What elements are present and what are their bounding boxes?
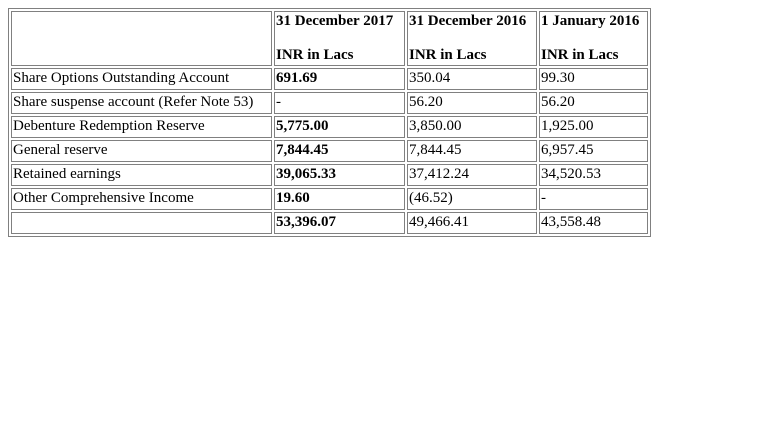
value-2016: 350.04	[407, 68, 537, 90]
header-date-2017: 31 December 2017	[276, 13, 394, 29]
header-cell-2016: 31 December 2016 INR in Lacs	[407, 11, 537, 66]
value-2017: 19.60	[274, 188, 405, 210]
value-2016: 56.20	[407, 92, 537, 114]
value-2017: 691.69	[274, 68, 405, 90]
value-2016-jan: -	[539, 188, 648, 210]
value-2016: 3,850.00	[407, 116, 537, 138]
header-unit-2016-jan: INR in Lacs	[541, 47, 619, 63]
table-row: Share suspense account (Refer Note 53) -…	[11, 92, 648, 114]
total-2017: 53,396.07	[274, 212, 405, 234]
header-unit-2016: INR in Lacs	[409, 47, 487, 63]
table-row: Retained earnings 39,065.33 37,412.24 34…	[11, 164, 648, 186]
table-row: Debenture Redemption Reserve 5,775.00 3,…	[11, 116, 648, 138]
value-2016: (46.52)	[407, 188, 537, 210]
header-cell-2016-jan: 1 January 2016 INR in Lacs	[539, 11, 648, 66]
table-row: Share Options Outstanding Account 691.69…	[11, 68, 648, 90]
header-date-2016-jan: 1 January 2016	[541, 13, 640, 29]
value-2016: 37,412.24	[407, 164, 537, 186]
header-date-2016: 31 December 2016	[409, 13, 527, 29]
value-2016-jan: 56.20	[539, 92, 648, 114]
value-2016-jan: 6,957.45	[539, 140, 648, 162]
row-label: Other Comprehensive Income	[11, 188, 272, 210]
reserves-table-container: 31 December 2017 INR in Lacs 31 December…	[8, 8, 651, 237]
table-row: General reserve 7,844.45 7,844.45 6,957.…	[11, 140, 648, 162]
row-label: Retained earnings	[11, 164, 272, 186]
row-label: General reserve	[11, 140, 272, 162]
reserves-table: 31 December 2017 INR in Lacs 31 December…	[8, 8, 651, 237]
header-cell-label	[11, 11, 272, 66]
table-row: Other Comprehensive Income 19.60 (46.52)…	[11, 188, 648, 210]
total-2016: 49,466.41	[407, 212, 537, 234]
total-row: 53,396.07 49,466.41 43,558.48	[11, 212, 648, 234]
row-label: Share Options Outstanding Account	[11, 68, 272, 90]
value-2017: 7,844.45	[274, 140, 405, 162]
value-2016-jan: 1,925.00	[539, 116, 648, 138]
header-cell-2017: 31 December 2017 INR in Lacs	[274, 11, 405, 66]
value-2017: 39,065.33	[274, 164, 405, 186]
header-unit-2017: INR in Lacs	[276, 47, 354, 63]
header-row: 31 December 2017 INR in Lacs 31 December…	[11, 11, 648, 66]
row-label: Share suspense account (Refer Note 53)	[11, 92, 272, 114]
total-2016-jan: 43,558.48	[539, 212, 648, 234]
value-2016-jan: 99.30	[539, 68, 648, 90]
value-2016: 7,844.45	[407, 140, 537, 162]
value-2017: -	[274, 92, 405, 114]
value-2017: 5,775.00	[274, 116, 405, 138]
value-2016-jan: 34,520.53	[539, 164, 648, 186]
row-label	[11, 212, 272, 234]
row-label: Debenture Redemption Reserve	[11, 116, 272, 138]
